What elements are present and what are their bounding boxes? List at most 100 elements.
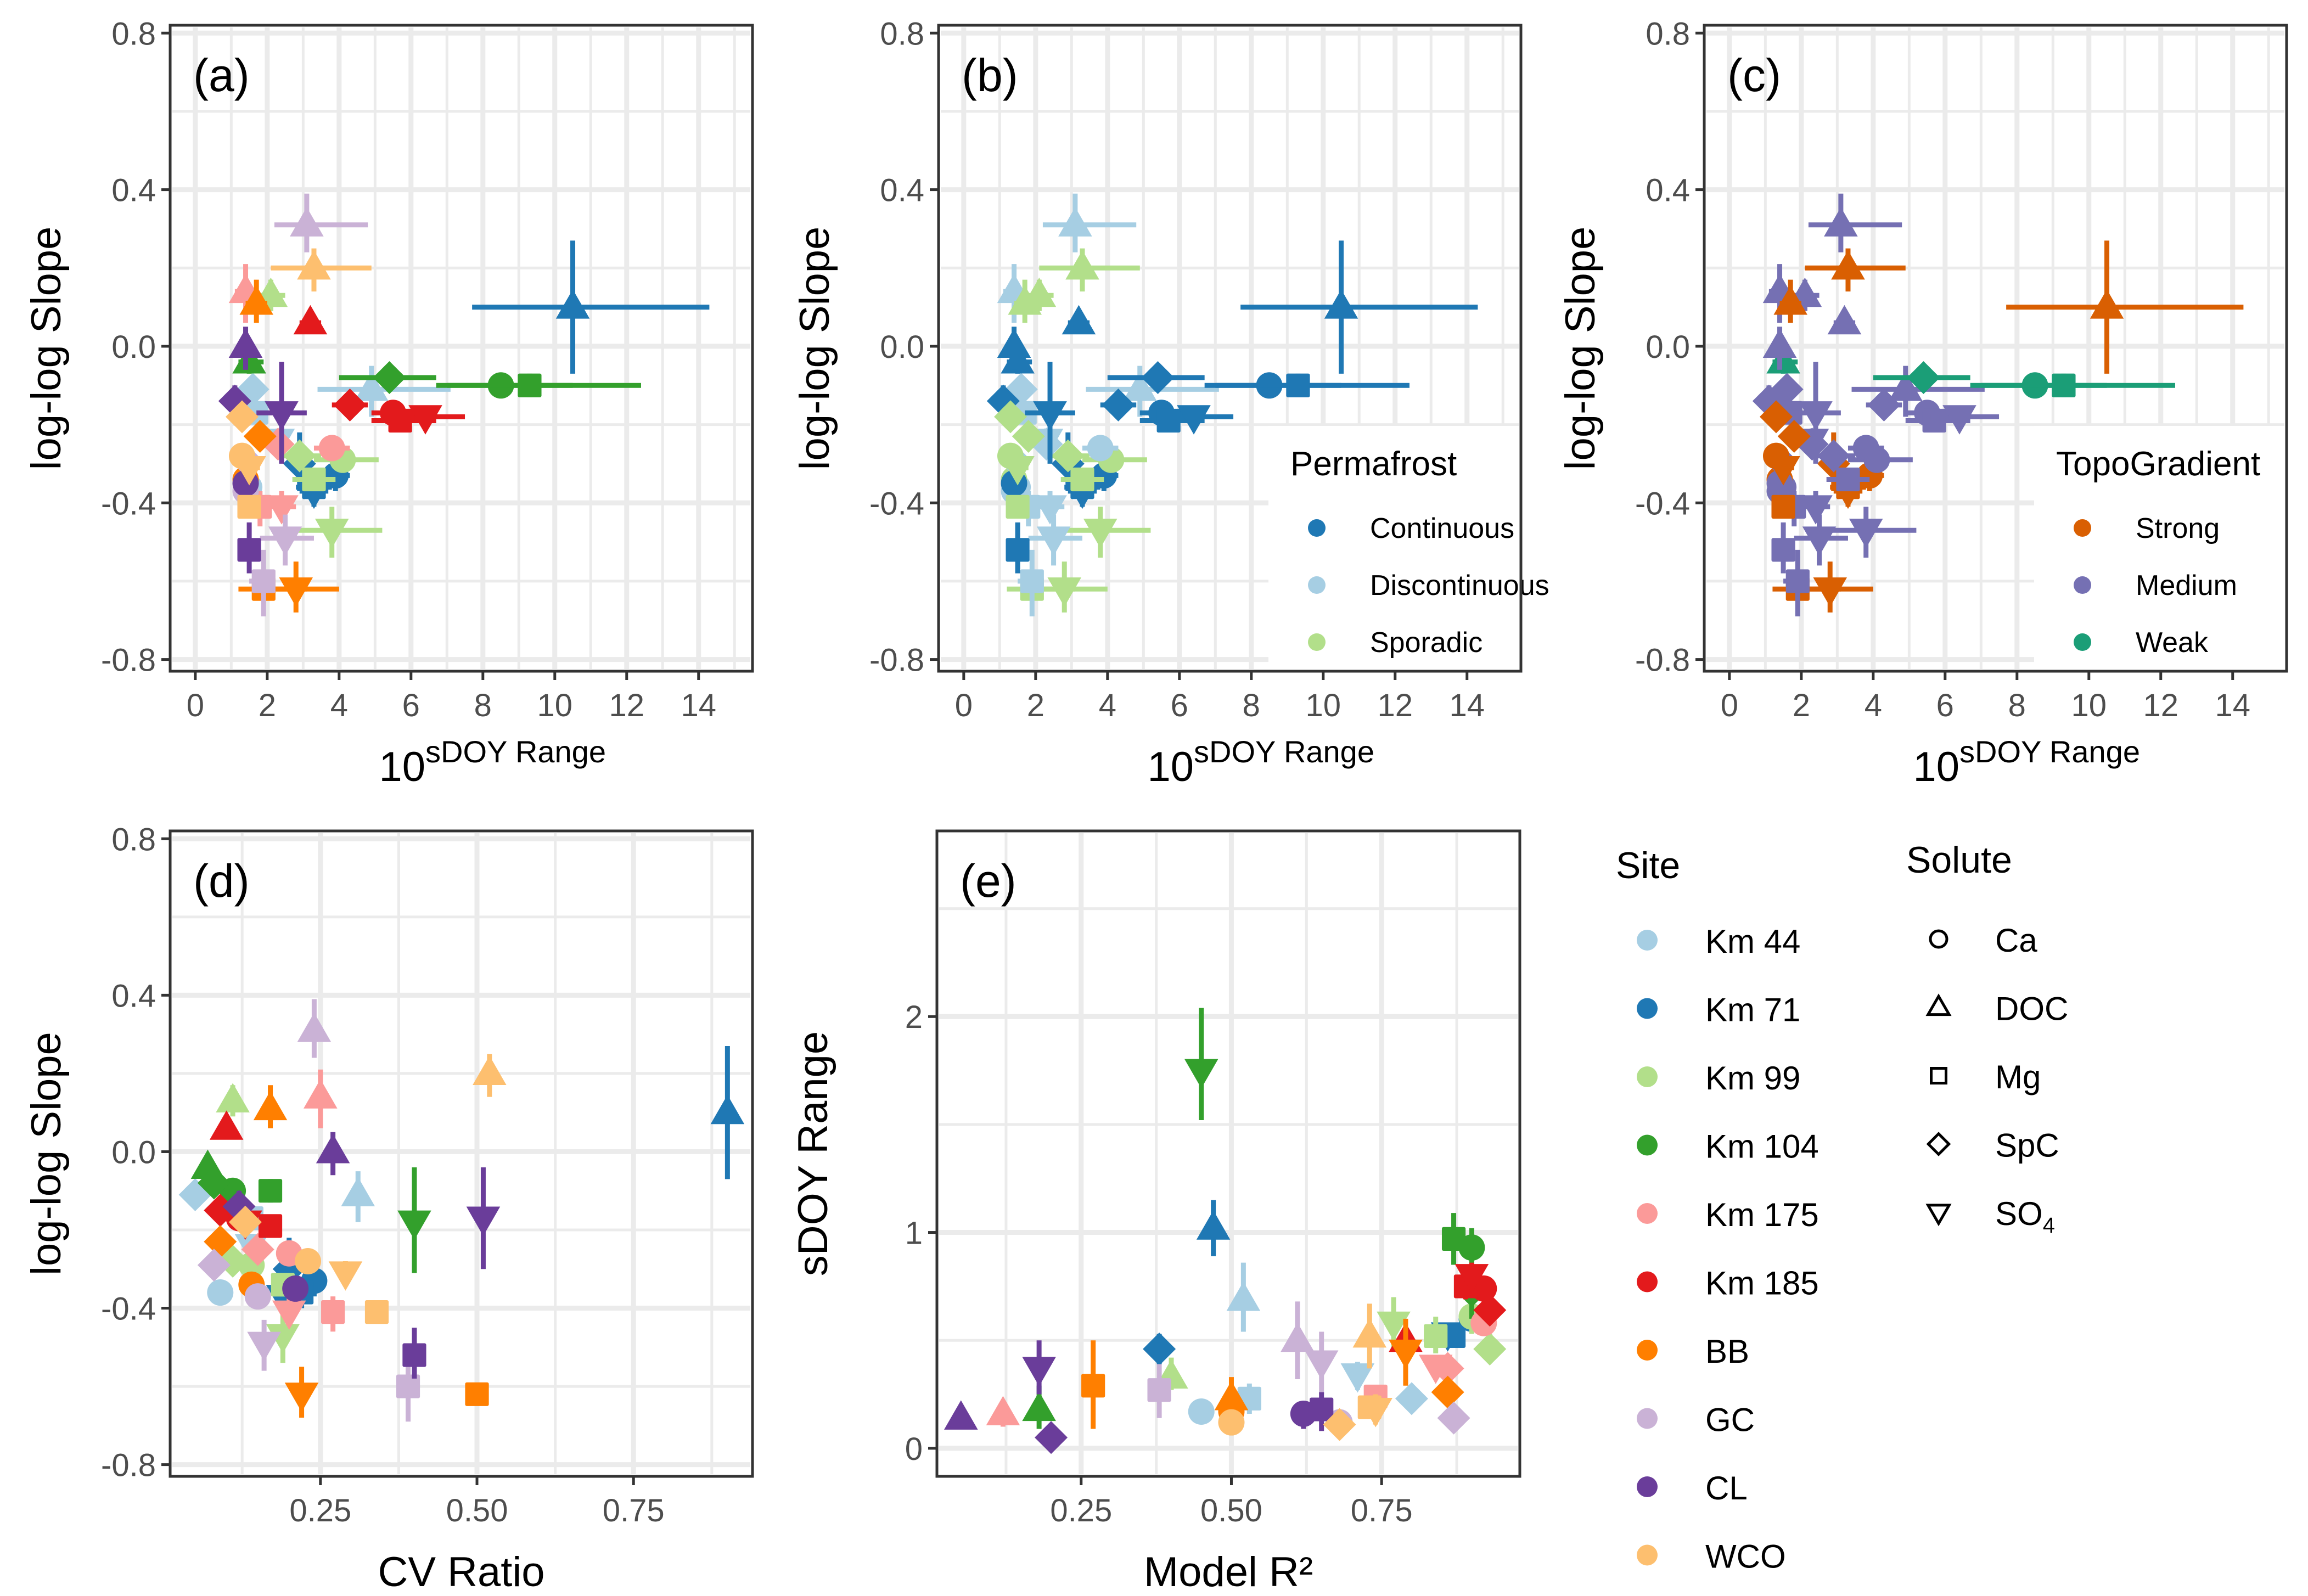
marker-square [251,569,276,593]
x-tick-label: 14 [681,688,717,723]
point-km-185-doc [209,1110,244,1140]
marker-triangle-down [1766,456,1800,486]
point-km-185-so4 [1165,405,1234,435]
x-tick-label: 0.75 [603,1493,665,1528]
point-km-175-ca [1847,435,1884,462]
x-tick-label: 0 [187,688,204,723]
marker-square [1081,1374,1105,1398]
y-axis-title: log-log Slope [23,227,70,470]
point-wco-so4 [232,456,266,486]
marker-diamond [197,1166,231,1200]
point-cl-doc [997,327,1031,370]
legend-site-items: Km 44 Km 71 Km 99 Km 104 Km 175 Km 185 BB GC CL W… [1637,923,1819,1575]
point-gc-doc [1042,193,1137,252]
x-tick-label: 8 [2008,688,2026,723]
marker-square [1286,373,1310,397]
data-points [944,1008,1507,1454]
x-axis-title: 10sDOY Range [379,734,606,790]
marker-circle [318,435,345,462]
x-tick-label: 2 [1793,688,1810,723]
legend-site-label-gc: GC [1705,1402,1755,1438]
point-km-104-spc [1107,361,1205,394]
point-km-185-so4 [396,405,465,435]
point-cl-so4 [1790,362,1841,464]
marker-diamond [1777,420,1811,453]
marker-triangle-up [316,1134,350,1164]
marker-diamond [1143,1332,1176,1365]
legend-key-weak [2074,633,2091,651]
point-cl-spc [1035,1421,1068,1454]
marker-diamond [197,1249,231,1282]
x-tick-label: 0.25 [289,1493,351,1528]
marker-triangle-up [1226,1282,1261,1311]
point-cl-mg [402,1328,426,1379]
point-bb-spc [243,420,277,453]
marker-triangle-down [466,1206,501,1236]
marker-triangle-up [473,1055,507,1085]
point-wco-so4 [1358,1394,1393,1428]
legend-solute-key-doc [1925,993,1952,1016]
legend-solute-key-spc [1926,1132,1951,1156]
marker-circle [1218,1409,1245,1436]
marker-diamond [1473,1332,1507,1365]
x-tick-label: 10 [2071,688,2107,723]
marker-triangle-up [304,1079,338,1109]
point-km-44-ca [1188,1398,1215,1425]
marker-triangle-down [247,1331,281,1362]
marker-triangle-up [1065,250,1099,280]
legend-site-title: Site [1616,845,1680,886]
x-tick-label: 2 [259,688,276,723]
y-tick-label: -0.8 [101,643,156,678]
legend-label-discontinuous: Discontinuous [1370,570,1549,602]
marker-triangle-up [710,1094,745,1125]
point-bb-so4 [1032,561,1108,612]
x-axis-title: 10sDOY Range [1913,734,2140,790]
x-tick-label: 8 [474,688,492,723]
marker-diamond [373,361,406,394]
marker-diamond [1907,361,1940,394]
point-wco-doc [271,248,372,292]
point-km-104-mg [1441,1213,1466,1265]
point-km-185-spc [1100,388,1137,422]
x-tick-label: 0.75 [1351,1493,1413,1528]
panel-border [169,829,754,1478]
marker-triangle-down [1036,526,1071,556]
x-tick-label: 12 [2143,688,2179,723]
x-tick-label: 14 [1450,688,1485,723]
marker-triangle-up [555,289,590,319]
point-gc-so4 [247,1319,281,1371]
panel-tag: (a) [193,49,250,101]
marker-circle [1852,435,1879,462]
point-wco-mg [237,494,261,519]
point-gc-spc [1437,1401,1470,1435]
marker-triangle-up [2090,289,2124,319]
marker-triangle-up [290,207,324,237]
marker-triangle-up [1008,285,1042,315]
marker-diamond [1323,1408,1356,1441]
y-tick-label: 1 [905,1216,923,1251]
point-wco-spc [225,400,259,434]
point-km-185-so4 [1455,1262,1489,1294]
point-wco-ca [294,1248,321,1274]
x-tick-label: 14 [2215,688,2251,723]
marker-square [364,1300,389,1324]
point-km-71-spc [1143,1332,1176,1365]
y-tick-label: 0.4 [111,173,156,209]
point-wco-so4 [1766,456,1800,486]
point-wco-doc [1352,1303,1387,1369]
point-bb-so4 [263,561,339,612]
marker-square [518,373,542,397]
point-gc-spc [197,1249,231,1282]
point-cl-so4 [1022,1340,1056,1395]
x-axis-title-superscript: sDOY Range [1959,734,2140,769]
legend-label-continuous: Continuous [1370,513,1514,544]
marker-diamond [1395,1382,1428,1415]
legend-site-key-km-185 [1637,1271,1658,1292]
marker-square [1441,1227,1466,1251]
point-km-99-spc [1812,439,1856,473]
point-km-185-doc [1062,305,1096,335]
point-km-175-ca [313,435,350,462]
point-cl-mg [237,522,261,574]
marker-triangle-down [315,519,349,548]
